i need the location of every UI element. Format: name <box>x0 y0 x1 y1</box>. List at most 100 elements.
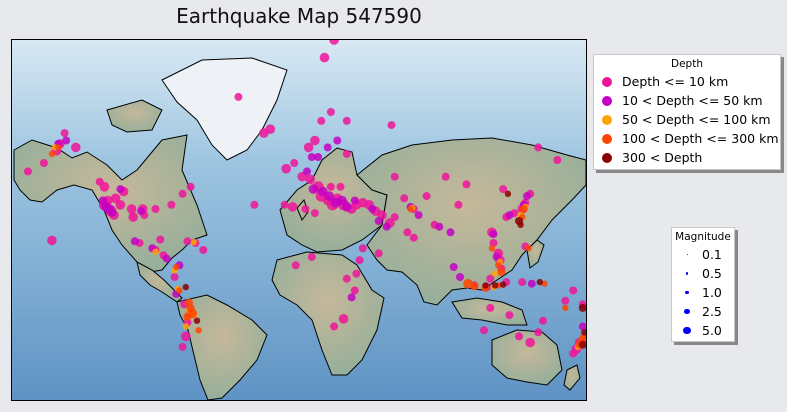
quake-point <box>486 303 495 312</box>
quake-point <box>462 180 471 189</box>
quake-point <box>199 246 208 254</box>
depth-legend-marker <box>602 95 612 106</box>
series-4 <box>48 144 586 349</box>
depth-legend-title: Depth <box>671 58 703 70</box>
magnitude-legend-label: 0.5 <box>702 266 722 281</box>
quake-point <box>324 191 335 201</box>
quake-point <box>342 149 351 158</box>
quake-point <box>489 230 498 239</box>
quake-point <box>326 182 335 191</box>
quake-point <box>525 337 535 348</box>
quake-point <box>505 311 514 320</box>
quake-point <box>116 185 125 194</box>
depth-legend-marker <box>602 133 612 144</box>
quake-point <box>446 228 455 237</box>
depth-legend-item: 10 < Depth <= 50 km <box>594 91 780 110</box>
quake-point <box>287 202 298 212</box>
quake-point <box>534 328 543 337</box>
quake-point <box>326 108 335 116</box>
quake-point <box>156 235 165 244</box>
new-zealand <box>563 364 581 391</box>
quake-point <box>185 298 193 307</box>
quake-point <box>303 142 314 153</box>
quake-point <box>281 163 292 174</box>
depth-legend-label: 10 < Depth <= 50 km <box>622 93 763 108</box>
quake-point <box>186 182 195 191</box>
quake-point <box>581 329 586 336</box>
world-map <box>12 40 586 400</box>
quake-point <box>319 52 330 63</box>
chart-title: Earthquake Map 547590 <box>176 4 422 28</box>
quake-point <box>110 193 121 204</box>
quake-point <box>561 296 570 305</box>
quake-point <box>449 263 458 271</box>
quake-point <box>409 233 418 242</box>
quake-point <box>407 205 414 213</box>
quake-point <box>463 278 473 289</box>
quake-point <box>518 278 527 287</box>
quake-point <box>382 222 391 231</box>
quake-point <box>47 235 57 246</box>
depth-legend-item: 50 < Depth <= 100 km <box>594 110 780 129</box>
magnitude-legend-label: 5.0 <box>702 323 722 338</box>
quake-point <box>578 322 586 331</box>
magnitude-legend: Magnitude 0.1 0.5 1.0 2.5 5.0 <box>671 227 735 342</box>
quake-point <box>303 167 311 176</box>
quake-point <box>374 249 383 258</box>
map-plot-area <box>11 39 587 401</box>
quake-point <box>314 153 323 161</box>
quake-point <box>454 200 463 209</box>
quake-point <box>491 270 499 277</box>
greenland <box>161 57 288 161</box>
quake-point <box>182 323 189 330</box>
quake-point <box>323 143 332 152</box>
quake-point <box>525 245 532 252</box>
quake-point <box>539 316 547 325</box>
quake-point <box>178 189 187 198</box>
magnitude-legend-marker <box>683 326 691 335</box>
quake-point <box>108 209 117 218</box>
quake-point <box>98 196 107 205</box>
quake-point <box>176 287 183 294</box>
quake-point <box>48 150 56 158</box>
quake-point <box>55 144 62 151</box>
quake-point <box>250 200 259 209</box>
quake-point <box>482 282 489 289</box>
quake-point <box>499 185 508 194</box>
quake-point <box>368 205 377 213</box>
quake-point <box>350 286 359 295</box>
depth-legend-label: 300 < Depth <box>622 150 703 165</box>
depth-legend-item: 300 < Depth <box>594 148 780 167</box>
quake-point <box>162 254 171 263</box>
quake-point <box>152 248 159 255</box>
quake-point <box>435 222 444 231</box>
quake-point <box>333 136 342 145</box>
magnitude-legend-item: 1.0 <box>672 283 734 302</box>
quake-point <box>234 92 243 101</box>
quake-point <box>350 196 359 205</box>
quake-point <box>310 135 320 146</box>
quake-point <box>390 213 399 222</box>
quake-point <box>128 212 138 222</box>
quake-point <box>265 124 276 134</box>
magnitude-legend-item: 5.0 <box>672 321 734 340</box>
depth-legend-marker <box>602 152 612 163</box>
depth-legend-label: 50 < Depth <= 100 km <box>622 112 771 127</box>
quake-point <box>495 262 502 269</box>
quake-point <box>492 252 501 261</box>
quake-point <box>390 172 399 181</box>
series-5 <box>182 190 586 349</box>
quake-point <box>173 263 180 271</box>
quake-point <box>301 205 310 213</box>
quake-point <box>456 273 464 281</box>
quake-point <box>126 204 137 214</box>
quake-point <box>181 331 191 342</box>
quake-point <box>387 121 396 130</box>
quake-point <box>347 293 356 302</box>
magnitude-legend-label: 1.0 <box>702 285 722 300</box>
quake-point <box>310 209 319 218</box>
quake-point <box>182 283 189 291</box>
series-2 <box>54 136 586 331</box>
quake-point <box>488 245 496 252</box>
depth-legend-label: Depth <= 10 km <box>622 74 729 89</box>
